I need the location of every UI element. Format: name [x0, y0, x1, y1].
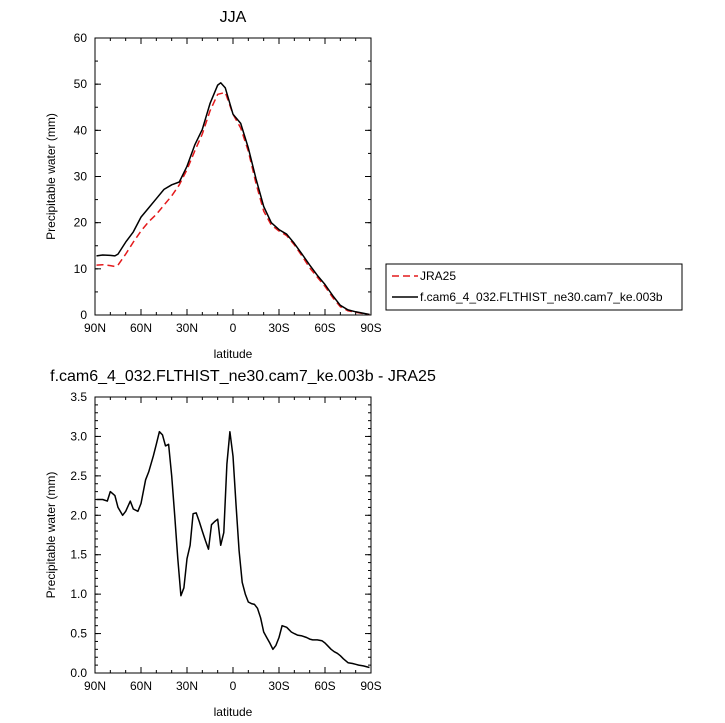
top-series-line-0: [96, 91, 370, 316]
top-y-tick-label: 60: [74, 31, 88, 45]
top-x-tick-label: 30S: [268, 321, 289, 335]
top-x-tick-label: 0: [230, 321, 237, 335]
top-x-tick-label: 60S: [314, 321, 335, 335]
top-y-axis-label: Precipitable water (mm): [44, 113, 58, 240]
top-y-tick-label: 0: [80, 308, 87, 322]
bottom-chart-title: f.cam6_4_032.FLTHIST_ne30.cam7_ke.003b -…: [50, 368, 436, 385]
top-x-tick-label: 90N: [84, 321, 106, 335]
top-y-tick-label: 20: [74, 216, 88, 230]
bottom-x-tick-label: 90N: [84, 679, 106, 693]
legend-box: [385, 263, 683, 311]
bottom-x-tick-label: 90S: [360, 679, 381, 693]
top-x-axis-label: latitude: [214, 347, 253, 361]
legend-entry-label-1: f.cam6_4_032.FLTHIST_ne30.cam7_ke.003b: [420, 290, 663, 304]
top-plot-frame: [94, 37, 372, 316]
bottom-x-axis-label: latitude: [214, 705, 253, 719]
top-y-tick-label: 10: [74, 262, 88, 276]
bottom-x-tick-label: 30N: [176, 679, 198, 693]
bottom-y-tick-label: 3.5: [70, 390, 87, 404]
bottom-x-tick-label: 0: [230, 679, 237, 693]
legend-entry-label-0: JRA25: [420, 269, 456, 283]
bottom-x-tick-label: 60S: [314, 679, 335, 693]
top-y-tick-label: 30: [74, 170, 88, 184]
top-x-tick-label: 90S: [360, 321, 381, 335]
top-y-tick-label: 40: [74, 123, 88, 137]
top-x-tick-label: 60N: [130, 321, 152, 335]
top-chart-title: JJA: [220, 9, 247, 26]
bottom-series-line-0: [96, 430, 370, 669]
bottom-y-tick-label: 2.5: [70, 469, 87, 483]
bottom-y-tick-label: 0.0: [70, 666, 87, 680]
bottom-y-tick-label: 0.5: [70, 627, 87, 641]
bottom-y-tick-label: 1.5: [70, 548, 87, 562]
bottom-y-tick-label: 1.0: [70, 587, 87, 601]
bottom-y-axis-label: Precipitable water (mm): [44, 472, 58, 599]
bottom-x-tick-label: 30S: [268, 679, 289, 693]
top-series-line-1: [96, 82, 370, 316]
bottom-y-tick-label: 2.0: [70, 508, 87, 522]
bottom-x-tick-label: 60N: [130, 679, 152, 693]
bottom-y-tick-label: 3.0: [70, 429, 87, 443]
top-y-tick-label: 50: [74, 77, 88, 91]
bottom-plot-frame: [94, 396, 372, 674]
top-x-tick-label: 30N: [176, 321, 198, 335]
